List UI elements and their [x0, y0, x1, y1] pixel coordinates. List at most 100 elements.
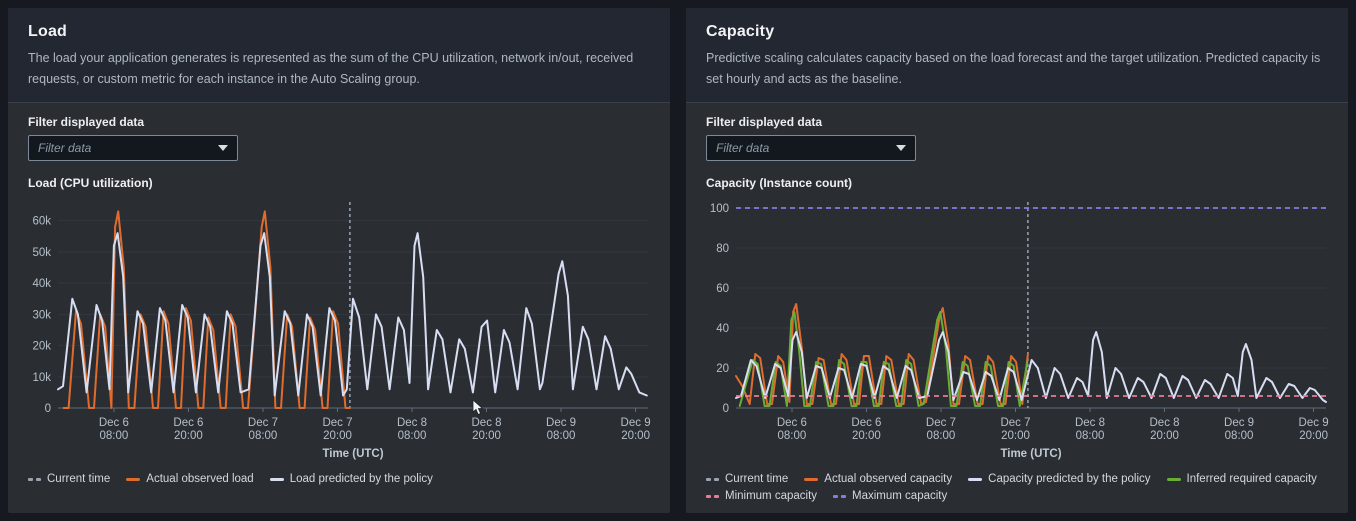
filter-data-select[interactable]: Filter data — [28, 135, 238, 162]
load-panel-title: Load — [28, 23, 68, 40]
filter-label: Filter displayed data — [706, 115, 823, 130]
filter-placeholder: Filter data — [38, 141, 92, 156]
svg-text:Time (UTC): Time (UTC) — [322, 448, 383, 460]
svg-text:0: 0 — [45, 403, 51, 415]
legend-label: Minimum capacity — [725, 490, 818, 503]
capacity-panel-body: Filter displayed data Filter data Capaci… — [686, 103, 1348, 513]
svg-text:08:00: 08:00 — [249, 430, 278, 442]
capacity-chart-title: Capacity (Instance count) — [706, 176, 853, 191]
line-swatch-icon — [269, 477, 284, 481]
svg-text:Dec 8: Dec 8 — [397, 417, 427, 429]
svg-text:40: 40 — [716, 323, 729, 335]
svg-text:Dec 7: Dec 7 — [1000, 417, 1030, 429]
svg-text:30k: 30k — [32, 310, 51, 322]
line-swatch-icon — [1166, 477, 1181, 481]
legend-label: Current time — [725, 473, 789, 486]
legend-label: Inferred required capacity — [1186, 473, 1317, 486]
legend-item-actual-observed-load[interactable]: Actual observed load — [126, 473, 254, 486]
dashed-line-swatch-icon — [833, 494, 847, 498]
legend-label: Maximum capacity — [852, 490, 948, 503]
legend-item-inferred-required-capacity[interactable]: Inferred required capacity — [1166, 473, 1317, 486]
capacity-panel-header: Capacity Predictive scaling calculates c… — [686, 8, 1348, 104]
svg-text:08:00: 08:00 — [100, 430, 129, 442]
legend-label: Actual observed load — [146, 473, 254, 486]
capacity-panel-description: Predictive scaling calculates capacity b… — [706, 51, 1321, 86]
svg-text:100: 100 — [710, 203, 729, 215]
svg-text:Dec 9: Dec 9 — [546, 417, 576, 429]
legend-item-maximum-capacity[interactable]: Maximum capacity — [833, 490, 947, 502]
load-panel-header: Load The load your application generates… — [8, 8, 670, 104]
svg-text:0: 0 — [723, 403, 729, 415]
svg-text:10k: 10k — [32, 372, 51, 384]
load-chart-legend: Current time Actual observed load Load pre… — [28, 473, 650, 485]
svg-text:Dec 8: Dec 8 — [472, 417, 502, 429]
svg-text:20:00: 20:00 — [1001, 430, 1030, 442]
svg-text:20:00: 20:00 — [1150, 430, 1179, 442]
capacity-panel: Capacity Predictive scaling calculates c… — [686, 8, 1348, 513]
line-swatch-icon — [126, 477, 141, 481]
svg-text:50k: 50k — [32, 247, 51, 259]
svg-text:08:00: 08:00 — [398, 430, 427, 442]
svg-text:Dec 9: Dec 9 — [1299, 417, 1329, 429]
svg-text:20:00: 20:00 — [852, 430, 881, 442]
dashed-line-swatch-icon — [706, 477, 719, 481]
svg-text:Dec 6: Dec 6 — [851, 417, 881, 429]
legend-label: Load predicted by the policy — [289, 473, 433, 486]
svg-text:08:00: 08:00 — [1076, 430, 1105, 442]
filter-label: Filter displayed data — [28, 115, 145, 130]
svg-text:Dec 8: Dec 8 — [1075, 417, 1105, 429]
legend-item-minimum-capacity[interactable]: Minimum capacity — [706, 490, 817, 502]
svg-text:20:00: 20:00 — [323, 430, 352, 442]
svg-text:Dec 8: Dec 8 — [1150, 417, 1180, 429]
dashed-line-swatch-icon — [706, 494, 719, 498]
legend-label: Current time — [47, 473, 111, 486]
svg-text:60: 60 — [716, 283, 729, 295]
svg-text:Dec 6: Dec 6 — [99, 417, 129, 429]
svg-text:60k: 60k — [32, 216, 51, 228]
svg-text:08:00: 08:00 — [1225, 430, 1254, 442]
legend-item-load-predicted-by-the-policy[interactable]: Load predicted by the policy — [269, 473, 433, 486]
svg-text:Time (UTC): Time (UTC) — [1000, 448, 1061, 460]
svg-text:20:00: 20:00 — [621, 430, 650, 442]
capacity-panel-title: Capacity — [706, 23, 775, 40]
svg-text:20:00: 20:00 — [1299, 430, 1328, 442]
legend-item-capacity-predicted-by-the-policy[interactable]: Capacity predicted by the policy — [968, 473, 1151, 486]
load-panel-description: The load your application generates is r… — [28, 51, 634, 86]
dashed-line-swatch-icon — [28, 477, 41, 481]
svg-text:08:00: 08:00 — [547, 430, 576, 442]
svg-text:20:00: 20:00 — [174, 430, 203, 442]
svg-text:20: 20 — [716, 363, 729, 375]
load-panel-body: Filter displayed data Filter data Load (… — [8, 103, 670, 513]
svg-text:Dec 7: Dec 7 — [248, 417, 278, 429]
svg-text:08:00: 08:00 — [778, 430, 807, 442]
svg-text:Dec 7: Dec 7 — [322, 417, 352, 429]
load-chart-title: Load (CPU utilization) — [28, 176, 153, 191]
capacity-chart-legend: Current time Actual observed capacity Capa… — [706, 473, 1328, 502]
svg-text:Dec 9: Dec 9 — [621, 417, 651, 429]
svg-text:20k: 20k — [32, 341, 51, 353]
line-swatch-icon — [804, 477, 819, 481]
legend-item-current-time[interactable]: Current time — [28, 473, 110, 485]
load-panel: Load The load your application generates… — [8, 8, 670, 513]
svg-text:80: 80 — [716, 243, 729, 255]
svg-text:20:00: 20:00 — [472, 430, 501, 442]
legend-item-actual-observed-capacity[interactable]: Actual observed capacity — [804, 473, 952, 485]
filter-data-select[interactable]: Filter data — [706, 135, 916, 162]
legend-item-current-time[interactable]: Current time — [706, 473, 788, 485]
svg-text:Dec 9: Dec 9 — [1224, 417, 1254, 429]
legend-label: Actual observed capacity — [824, 473, 953, 486]
chevron-down-icon — [896, 145, 906, 152]
line-swatch-icon — [968, 477, 983, 481]
svg-text:40k: 40k — [32, 278, 51, 290]
svg-text:Dec 7: Dec 7 — [926, 417, 956, 429]
svg-text:Dec 6: Dec 6 — [777, 417, 807, 429]
filter-placeholder: Filter data — [716, 141, 770, 156]
mouse-cursor — [472, 400, 484, 416]
svg-text:Dec 6: Dec 6 — [173, 417, 203, 429]
chevron-down-icon — [218, 145, 228, 152]
svg-text:08:00: 08:00 — [927, 430, 956, 442]
legend-label: Capacity predicted by the policy — [988, 473, 1151, 486]
